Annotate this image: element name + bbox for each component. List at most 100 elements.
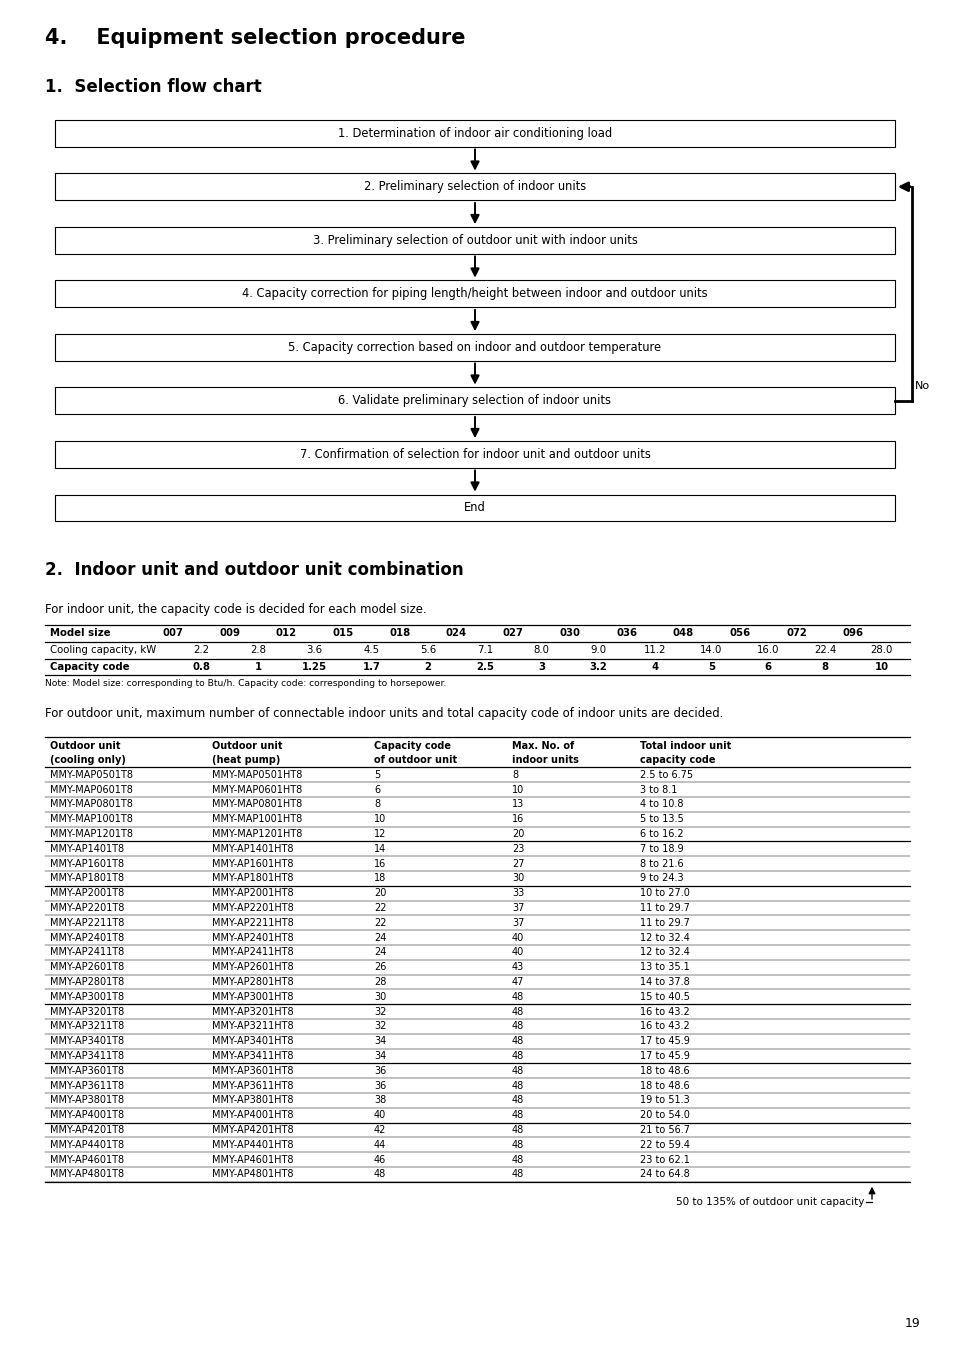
Text: MMY-AP3201T8: MMY-AP3201T8 — [50, 1007, 124, 1017]
Text: MMY-AP3201HT8: MMY-AP3201HT8 — [212, 1007, 294, 1017]
Text: 10: 10 — [874, 662, 888, 672]
Text: 0.8: 0.8 — [193, 662, 210, 672]
Text: 20: 20 — [374, 888, 386, 898]
Text: 23 to 62.1: 23 to 62.1 — [639, 1154, 689, 1165]
Text: 8: 8 — [374, 799, 379, 810]
Text: MMY-AP3001HT8: MMY-AP3001HT8 — [212, 992, 294, 1002]
Text: MMY-AP2411HT8: MMY-AP2411HT8 — [212, 948, 294, 957]
Text: 056: 056 — [729, 628, 750, 639]
Text: 48: 48 — [512, 1037, 524, 1046]
Text: Model size: Model size — [50, 628, 111, 639]
Text: Cooling capacity, kW: Cooling capacity, kW — [50, 645, 156, 655]
Text: MMY-AP1801T8: MMY-AP1801T8 — [50, 873, 124, 883]
Bar — [55, 494, 894, 521]
Text: MMY-AP1401T8: MMY-AP1401T8 — [50, 844, 124, 853]
Text: 030: 030 — [558, 628, 579, 639]
Bar — [55, 281, 894, 306]
Text: For outdoor unit, maximum number of connectable indoor units and total capacity : For outdoor unit, maximum number of conn… — [45, 707, 722, 721]
Text: 018: 018 — [389, 628, 410, 639]
Text: 6 to 16.2: 6 to 16.2 — [639, 829, 683, 838]
Text: MMY-AP1801HT8: MMY-AP1801HT8 — [212, 873, 294, 883]
Text: MMY-AP2001HT8: MMY-AP2001HT8 — [212, 888, 294, 898]
Text: 11 to 29.7: 11 to 29.7 — [639, 903, 689, 913]
Bar — [55, 387, 894, 414]
Text: 28.0: 28.0 — [869, 645, 892, 655]
Text: End: End — [464, 501, 485, 514]
Text: 6: 6 — [764, 662, 771, 672]
Text: 48: 48 — [512, 992, 524, 1002]
Text: 048: 048 — [672, 628, 693, 639]
Text: MMY-AP1401HT8: MMY-AP1401HT8 — [212, 844, 294, 853]
Text: 2. Preliminary selection of indoor units: 2. Preliminary selection of indoor units — [363, 181, 585, 193]
Text: MMY-AP2411T8: MMY-AP2411T8 — [50, 948, 124, 957]
Text: MMY-AP3801HT8: MMY-AP3801HT8 — [212, 1095, 294, 1106]
Text: 48: 48 — [512, 1007, 524, 1017]
Text: 38: 38 — [374, 1095, 386, 1106]
Text: 5: 5 — [707, 662, 715, 672]
Text: MMY-MAP0501T8: MMY-MAP0501T8 — [50, 769, 132, 780]
Text: MMY-AP3401HT8: MMY-AP3401HT8 — [212, 1037, 294, 1046]
Text: 5. Capacity correction based on indoor and outdoor temperature: 5. Capacity correction based on indoor a… — [288, 340, 660, 354]
Text: 23: 23 — [512, 844, 524, 853]
Text: MMY-AP4801HT8: MMY-AP4801HT8 — [212, 1169, 294, 1180]
Text: capacity code: capacity code — [639, 755, 715, 765]
Text: 036: 036 — [616, 628, 637, 639]
Text: 27: 27 — [512, 859, 524, 868]
Text: For indoor unit, the capacity code is decided for each model size.: For indoor unit, the capacity code is de… — [45, 603, 426, 616]
Text: 9 to 24.3: 9 to 24.3 — [639, 873, 683, 883]
Text: 8: 8 — [512, 769, 517, 780]
Text: 4 to 10.8: 4 to 10.8 — [639, 799, 682, 810]
Text: 48: 48 — [512, 1052, 524, 1061]
Text: 13 to 35.1: 13 to 35.1 — [639, 963, 689, 972]
Text: 5.6: 5.6 — [419, 645, 436, 655]
Text: MMY-AP3411T8: MMY-AP3411T8 — [50, 1052, 124, 1061]
Text: 24: 24 — [374, 948, 386, 957]
Text: 4.5: 4.5 — [363, 645, 379, 655]
Text: 48: 48 — [512, 1139, 524, 1150]
Text: 44: 44 — [374, 1139, 386, 1150]
Text: 7.1: 7.1 — [476, 645, 493, 655]
Text: MMY-AP3601T8: MMY-AP3601T8 — [50, 1065, 124, 1076]
Text: 16: 16 — [512, 814, 524, 825]
Text: MMY-AP2211HT8: MMY-AP2211HT8 — [212, 918, 294, 927]
Text: 2.5 to 6.75: 2.5 to 6.75 — [639, 769, 693, 780]
Text: 009: 009 — [219, 628, 240, 639]
Text: 10: 10 — [374, 814, 386, 825]
Text: MMY-AP2201T8: MMY-AP2201T8 — [50, 903, 124, 913]
Text: 024: 024 — [445, 628, 467, 639]
Text: 2.5: 2.5 — [476, 662, 494, 672]
Text: MMY-AP1601T8: MMY-AP1601T8 — [50, 859, 124, 868]
Text: MMY-MAP1001HT8: MMY-MAP1001HT8 — [212, 814, 302, 825]
Text: 17 to 45.9: 17 to 45.9 — [639, 1037, 689, 1046]
Text: 48: 48 — [512, 1169, 524, 1180]
Text: 3: 3 — [537, 662, 544, 672]
Text: 47: 47 — [512, 977, 524, 987]
Text: 2.  Indoor unit and outdoor unit combination: 2. Indoor unit and outdoor unit combinat… — [45, 562, 463, 579]
Text: of outdoor unit: of outdoor unit — [374, 755, 456, 765]
Text: 11.2: 11.2 — [643, 645, 665, 655]
Text: MMY-AP3801T8: MMY-AP3801T8 — [50, 1095, 124, 1106]
Text: MMY-MAP0801HT8: MMY-MAP0801HT8 — [212, 799, 302, 810]
Text: 48: 48 — [512, 1080, 524, 1091]
Text: 32: 32 — [374, 1022, 386, 1031]
Text: MMY-MAP0801T8: MMY-MAP0801T8 — [50, 799, 132, 810]
Text: 096: 096 — [841, 628, 862, 639]
Text: 13: 13 — [512, 799, 524, 810]
Text: 30: 30 — [512, 873, 524, 883]
Text: 9.0: 9.0 — [590, 645, 605, 655]
Text: MMY-AP4401HT8: MMY-AP4401HT8 — [212, 1139, 294, 1150]
Text: MMY-AP4001T8: MMY-AP4001T8 — [50, 1110, 124, 1120]
Text: MMY-MAP1201T8: MMY-MAP1201T8 — [50, 829, 132, 838]
Text: 1: 1 — [254, 662, 261, 672]
Text: MMY-MAP0501HT8: MMY-MAP0501HT8 — [212, 769, 302, 780]
Text: (heat pump): (heat pump) — [212, 755, 280, 765]
Text: 28: 28 — [374, 977, 386, 987]
Text: 12 to 32.4: 12 to 32.4 — [639, 948, 689, 957]
Text: 012: 012 — [275, 628, 296, 639]
Text: MMY-AP3601HT8: MMY-AP3601HT8 — [212, 1065, 294, 1076]
Text: MMY-AP2401HT8: MMY-AP2401HT8 — [212, 933, 294, 942]
Text: 015: 015 — [332, 628, 354, 639]
Text: MMY-MAP0601T8: MMY-MAP0601T8 — [50, 784, 132, 795]
Text: 8.0: 8.0 — [533, 645, 549, 655]
Text: MMY-AP4001HT8: MMY-AP4001HT8 — [212, 1110, 294, 1120]
